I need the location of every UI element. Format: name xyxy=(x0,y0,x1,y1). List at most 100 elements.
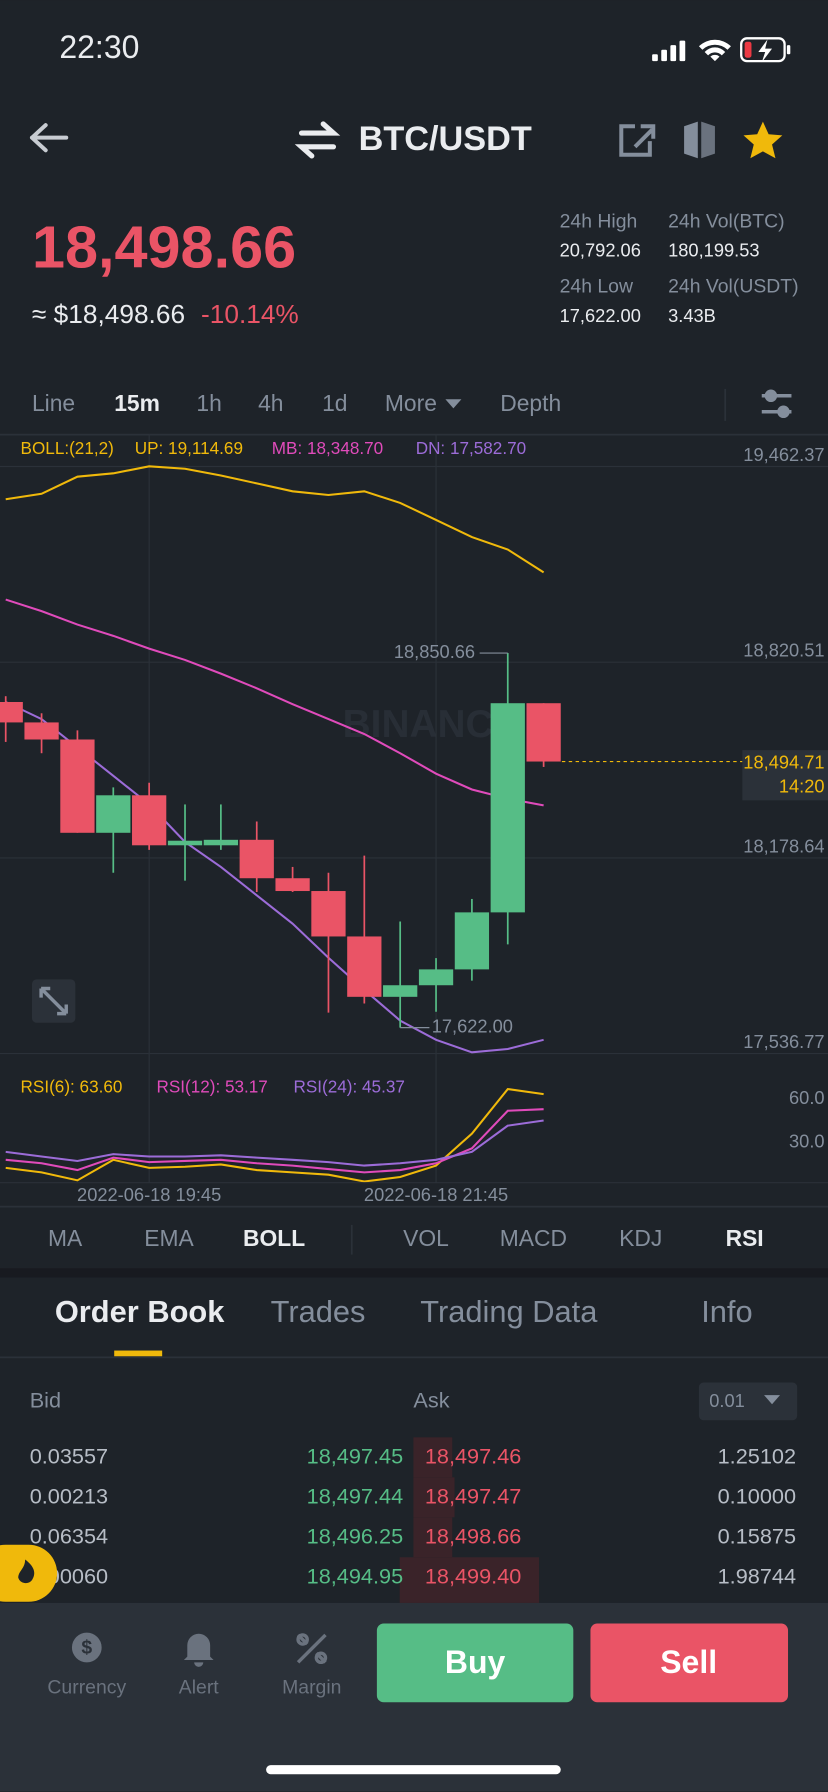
x-tick-label: 2022-06-18 19:45 xyxy=(77,1184,221,1205)
stat-value: 3.43B xyxy=(668,305,716,326)
timeframe-tab[interactable]: Line xyxy=(32,390,75,416)
bid-amount: 0.00213 xyxy=(30,1484,108,1509)
orderbook-tab[interactable]: Trades xyxy=(271,1294,366,1329)
bid-header: Bid xyxy=(30,1388,61,1413)
indicator-tab[interactable]: VOL xyxy=(403,1225,449,1251)
timeframe-tab[interactable]: 4h xyxy=(258,390,283,416)
last-price: 18,498.66 xyxy=(32,214,296,281)
status-time: 22:30 xyxy=(59,29,139,65)
y-tick-label: 18,178.64 xyxy=(743,835,824,856)
indicator-line xyxy=(5,1087,544,1183)
indicator-tab[interactable]: MA xyxy=(48,1225,83,1251)
stat-label: 24h Low xyxy=(560,275,634,297)
fullscreen-button[interactable] xyxy=(31,979,76,1023)
y-tick-label: 17,536.77 xyxy=(743,1031,824,1052)
candle-body xyxy=(275,878,310,892)
nav-label[interactable]: Margin xyxy=(282,1677,341,1699)
margin-icon[interactable] xyxy=(296,1633,328,1665)
orderbook-tab[interactable]: Trading Data xyxy=(420,1294,598,1329)
bid-price: 18,496.25 xyxy=(307,1524,403,1549)
legend-entry: RSI(6): 63.60 xyxy=(21,1076,123,1096)
bid-price: 18,497.44 xyxy=(307,1484,403,1509)
status-icons xyxy=(652,37,791,63)
indicator-name: BOLL:(21,2) xyxy=(21,438,114,458)
indicator-tab[interactable]: KDJ xyxy=(619,1225,662,1251)
pair-title[interactable]: BTC/USDT xyxy=(359,120,532,158)
legend-entry: RSI(24): 45.37 xyxy=(294,1076,405,1096)
timeframe-tab[interactable]: 1d xyxy=(322,390,347,416)
stat-value: 20,792.06 xyxy=(560,240,641,261)
candle-body xyxy=(0,701,23,723)
indicator-line xyxy=(5,465,545,574)
orderbook-tab[interactable]: Info xyxy=(701,1294,752,1329)
sell-button[interactable] xyxy=(590,1623,789,1703)
legend-entry: DN: 17,582.70 xyxy=(416,438,526,458)
stat-value: 17,622.00 xyxy=(560,305,641,326)
ask-amount: 0.10000 xyxy=(718,1484,796,1509)
timeframe-tab[interactable]: More xyxy=(385,390,437,416)
candle-body xyxy=(490,703,525,913)
last-price-box xyxy=(742,750,828,801)
candle-body xyxy=(167,840,203,846)
share-icon[interactable] xyxy=(619,124,656,157)
y-tick-label: 30.0 xyxy=(789,1131,825,1152)
candle-body xyxy=(132,795,167,846)
nav-label[interactable]: Currency xyxy=(47,1677,126,1699)
favorite-star[interactable] xyxy=(743,121,783,159)
stat-label: 24h Vol(USDT) xyxy=(668,275,799,297)
sell-label[interactable]: Sell xyxy=(660,1644,717,1680)
tab-indicator xyxy=(114,1350,163,1357)
candle-body xyxy=(526,703,561,762)
price-change: -10.14% xyxy=(201,299,299,329)
ask-amount: 1.25102 xyxy=(718,1444,796,1469)
indicator-tab[interactable]: EMA xyxy=(144,1225,194,1251)
fire-button[interactable] xyxy=(0,1544,58,1602)
currency-icon[interactable] xyxy=(71,1632,102,1663)
legend-entry: RSI(12): 53.17 xyxy=(156,1076,267,1096)
indicator-tab[interactable]: MACD xyxy=(500,1225,567,1251)
indicator-line xyxy=(5,598,544,807)
stat-label: 24h High xyxy=(560,210,638,232)
back-button[interactable] xyxy=(29,123,69,153)
last-price-label: 18,494.71 xyxy=(743,752,824,773)
indicator-tab[interactable]: RSI xyxy=(726,1225,764,1251)
high-label: 18,850.66 xyxy=(394,641,475,662)
swap-icon[interactable] xyxy=(294,121,341,159)
y-tick-label: 18,820.51 xyxy=(743,640,824,661)
indicator-tab[interactable]: BOLL xyxy=(243,1225,305,1251)
buy-button[interactable] xyxy=(376,1623,574,1703)
low-label: 17,622.00 xyxy=(432,1015,513,1036)
precision-select[interactable]: 0.01 xyxy=(698,1382,798,1421)
compare-icon[interactable] xyxy=(684,121,715,159)
home-indicator xyxy=(266,1765,561,1775)
orderbook-tab[interactable]: Order Book xyxy=(55,1294,225,1329)
stat-value: 180,199.53 xyxy=(668,240,759,261)
candle-body xyxy=(96,795,131,833)
ask-price: 18,499.40 xyxy=(425,1564,521,1589)
fiat-price: ≈ $18,498.66 xyxy=(32,299,185,329)
x-tick-label: 2022-06-18 21:45 xyxy=(364,1184,508,1205)
ask-amount: 1.98744 xyxy=(718,1564,796,1589)
timeframe-tab[interactable]: 1h xyxy=(196,390,221,416)
precision-value[interactable]: 0.01 xyxy=(709,1390,745,1411)
section-gap xyxy=(0,1268,828,1278)
bid-amount: 0.03557 xyxy=(30,1444,108,1469)
timeframe-tab[interactable]: 15m xyxy=(114,390,160,416)
legend-entry: UP: 19,114.69 xyxy=(135,438,243,458)
candle-body xyxy=(239,839,274,879)
countdown: 14:20 xyxy=(779,776,825,797)
nav-label[interactable]: Alert xyxy=(179,1677,220,1699)
ask-price: 18,497.46 xyxy=(425,1444,521,1469)
settings-icon[interactable] xyxy=(761,389,792,419)
ask-header: Ask xyxy=(413,1388,449,1413)
buy-label[interactable]: Buy xyxy=(445,1644,506,1680)
candle-body xyxy=(60,739,95,833)
currency-glyph: $ xyxy=(81,1637,92,1659)
alert-icon[interactable] xyxy=(183,1633,214,1667)
dropdown-arrow xyxy=(445,399,462,409)
candle-body xyxy=(311,891,346,937)
y-tick-label: 19,462.37 xyxy=(743,444,824,465)
timeframe-tab[interactable]: Depth xyxy=(500,390,561,416)
